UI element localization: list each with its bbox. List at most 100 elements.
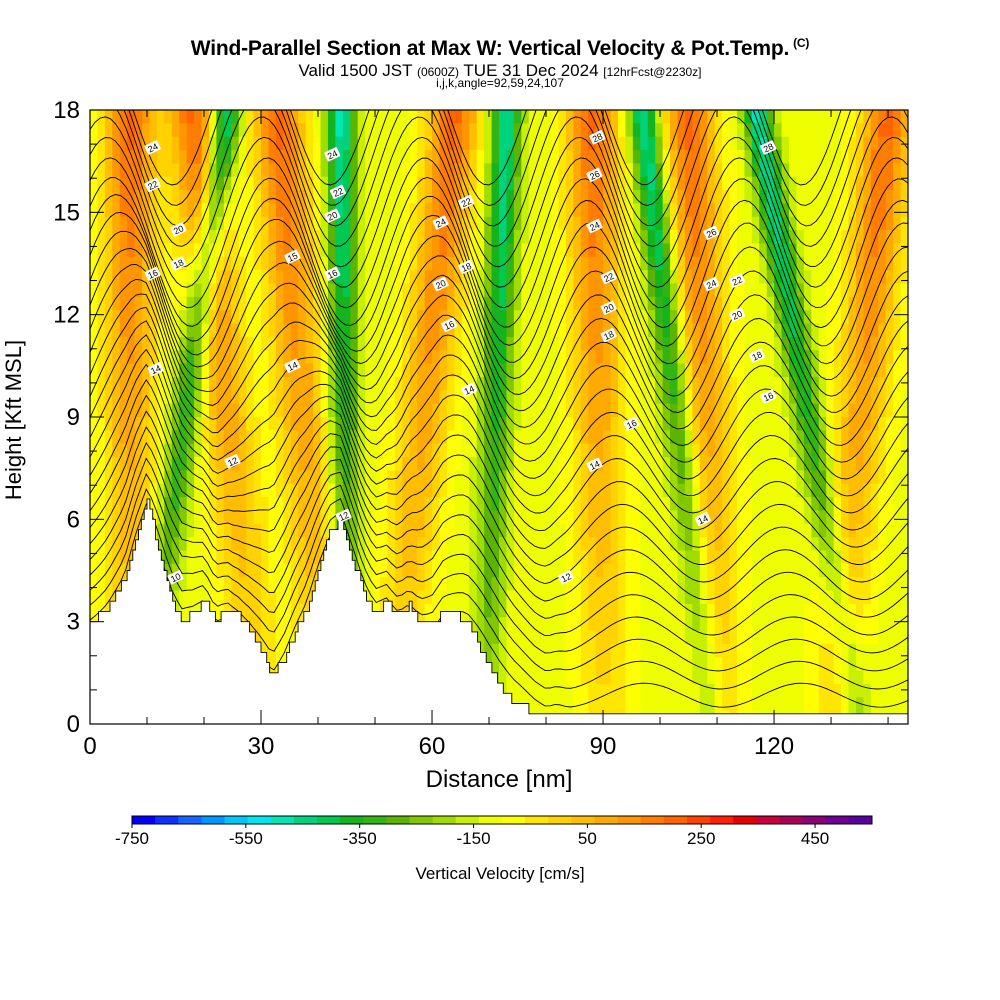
velocity-cell (744, 376, 753, 391)
velocity-cell (313, 390, 322, 405)
velocity-cell (632, 497, 641, 512)
velocity-cell (900, 590, 908, 605)
velocity-cell (380, 390, 389, 405)
velocity-cell (402, 296, 411, 311)
velocity-cell (751, 150, 760, 164)
velocity-cell (491, 537, 500, 552)
velocity-cell (439, 243, 448, 258)
velocity-cell (841, 590, 850, 605)
velocity-cell (640, 190, 649, 205)
velocity-cell (580, 683, 589, 698)
velocity-cell (134, 350, 143, 365)
velocity-cell (826, 230, 835, 245)
velocity-cell (796, 577, 805, 592)
velocity-cell (208, 590, 218, 605)
velocity-cell (878, 537, 887, 552)
velocity-cell (662, 683, 671, 698)
velocity-cell (186, 350, 195, 365)
velocity-cell (432, 150, 441, 164)
velocity-cell (789, 457, 798, 471)
velocity-cell (194, 216, 203, 231)
velocity-cell (848, 483, 857, 498)
velocity-cell (796, 110, 805, 124)
velocity-cell (394, 577, 403, 592)
velocity-cell (558, 430, 567, 445)
velocity-cell (699, 617, 708, 632)
velocity-cell (699, 110, 708, 124)
velocity-cell (104, 443, 113, 458)
velocity-cell (855, 390, 864, 405)
velocity-cell (365, 563, 374, 578)
velocity-cell (186, 176, 195, 191)
velocity-cell (744, 683, 753, 698)
velocity-cell (506, 283, 515, 298)
velocity-cell (446, 283, 455, 298)
velocity-cell (841, 150, 850, 164)
velocity-cell (826, 336, 835, 351)
velocity-cell (647, 497, 656, 512)
velocity-cell (387, 310, 396, 325)
velocity-cell (164, 523, 173, 538)
velocity-cell (826, 603, 835, 618)
velocity-cell (164, 136, 173, 151)
velocity-cell (424, 230, 433, 245)
velocity-cell (320, 510, 329, 525)
velocity-cell (335, 403, 344, 418)
velocity-cell (387, 550, 396, 565)
velocity-cell (231, 523, 240, 538)
velocity-cell (156, 230, 165, 245)
velocity-cell (848, 190, 857, 205)
velocity-cell (640, 657, 649, 672)
velocity-cell (632, 296, 641, 311)
velocity-cell (275, 163, 284, 178)
velocity-cell (736, 203, 745, 218)
velocity-cell (491, 430, 500, 445)
velocity-cell (305, 376, 314, 391)
velocity-cell (238, 403, 247, 418)
velocity-cell (677, 537, 686, 552)
velocity-cell (900, 296, 908, 311)
velocity-cell (766, 563, 775, 578)
velocity-cell (640, 443, 649, 458)
velocity-cell (298, 350, 307, 365)
velocity-cell (588, 310, 597, 325)
velocity-cell (670, 443, 679, 458)
velocity-cell (454, 550, 463, 565)
velocity-cell (766, 296, 775, 311)
velocity-cell (781, 563, 790, 578)
velocity-cell (335, 457, 344, 471)
velocity-cell (595, 243, 604, 258)
velocity-cell (536, 150, 545, 164)
velocity-cell (194, 230, 203, 245)
velocity-cell (253, 270, 262, 285)
velocity-cell (194, 270, 203, 285)
velocity-cell (595, 363, 604, 378)
velocity-cell (878, 497, 887, 512)
velocity-cell (253, 630, 262, 645)
velocity-cell (454, 136, 463, 151)
velocity-cell (699, 136, 708, 151)
velocity-cell (253, 376, 262, 391)
velocity-cell (283, 150, 292, 164)
velocity-cell (513, 190, 522, 205)
velocity-cell (283, 630, 292, 645)
velocity-cell (327, 470, 336, 485)
velocity-cell (811, 457, 820, 471)
velocity-cell (469, 537, 478, 552)
velocity-cell (499, 256, 508, 271)
velocity-cell (90, 497, 99, 512)
velocity-cell (476, 617, 485, 632)
velocity-cell (789, 270, 798, 285)
velocity-cell (744, 230, 753, 245)
velocity-cell (179, 283, 188, 298)
velocity-cell (670, 563, 679, 578)
velocity-cell (684, 336, 693, 351)
velocity-cell (142, 123, 151, 138)
velocity-cell (647, 203, 656, 218)
velocity-cell (238, 136, 247, 151)
velocity-cell (491, 457, 500, 471)
velocity-cell (736, 363, 745, 378)
velocity-cell (290, 550, 299, 565)
velocity-cell (461, 537, 470, 552)
velocity-cell (863, 550, 872, 565)
